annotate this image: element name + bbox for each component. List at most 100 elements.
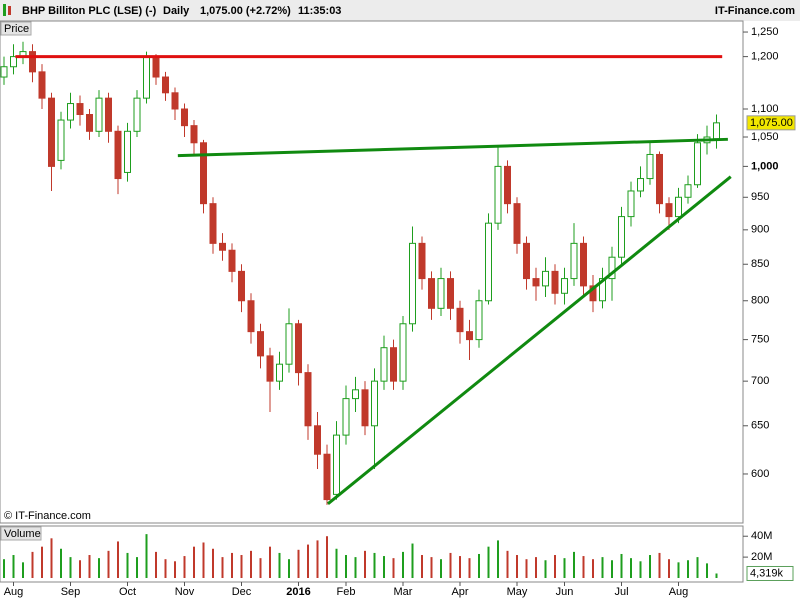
y-tick-label: 750 [751, 334, 769, 346]
candle-body [523, 242, 530, 280]
candle-body [589, 285, 597, 302]
candle-body [513, 203, 521, 244]
volume-bar [554, 555, 556, 578]
candle-body [684, 184, 692, 198]
y-tick-label: 1,000 [751, 160, 779, 172]
candle-body [171, 92, 179, 110]
candle-body [105, 97, 112, 132]
volume-bar [497, 540, 499, 578]
candle-body [143, 56, 150, 99]
candle-body [551, 270, 559, 294]
y-tick-label: 900 [751, 224, 769, 236]
volume-bar [668, 559, 670, 578]
volume-bar [620, 553, 623, 578]
candle-body [219, 242, 226, 251]
x-tick-label: Apr [451, 586, 468, 598]
candle-body [532, 278, 540, 287]
candle-body [428, 278, 435, 309]
volume-bar [611, 560, 613, 578]
panel-label-box [0, 21, 32, 36]
volume-bar [430, 557, 433, 578]
volume-bar [136, 557, 138, 578]
candle-body [181, 108, 188, 127]
last-volume-box [746, 565, 794, 581]
candle-body [238, 270, 245, 302]
volume-bar [164, 559, 167, 578]
volume-bar [421, 555, 423, 578]
candle-body [228, 249, 236, 272]
candle-body [608, 256, 616, 280]
volume-bar [221, 557, 224, 578]
volume-bar [288, 559, 290, 578]
volume-panel [0, 525, 744, 583]
volume-bar [449, 552, 452, 578]
trendline [177, 137, 728, 158]
x-tick-label: Dec [232, 586, 252, 598]
candle-body [713, 122, 720, 140]
volume-bar [193, 546, 195, 578]
candle-body [209, 203, 217, 244]
candle-body [124, 130, 131, 173]
volume-bar [155, 551, 157, 578]
volume-bar [639, 561, 642, 578]
volume-bar [60, 548, 62, 578]
volume-bar [677, 562, 680, 578]
candle-body [447, 278, 454, 309]
volume-bar [22, 562, 24, 578]
candle-body [380, 347, 388, 382]
volume-bar [440, 559, 442, 578]
candle-body [665, 203, 673, 218]
x-tick-label: Nov [175, 586, 195, 598]
source: IT-Finance.com [715, 5, 795, 17]
volume-bar [278, 552, 281, 578]
volume-bar [392, 558, 395, 578]
candle-body [352, 389, 359, 400]
x-tick-label: Aug [4, 586, 24, 598]
interval: Daily [163, 5, 190, 17]
candle-body [285, 323, 293, 365]
candle-body [333, 434, 340, 495]
candle-body [276, 363, 283, 382]
volume-label: Volume [4, 528, 41, 540]
volume-bar [250, 550, 252, 578]
volume-bar [715, 573, 718, 578]
volume-bar [649, 555, 651, 578]
volume-bar [402, 551, 404, 578]
candle-body [627, 190, 635, 218]
candle-body [342, 398, 350, 436]
volume-bar [79, 560, 81, 578]
header-bar [0, 0, 800, 21]
candle-body [437, 278, 445, 309]
volume-bar [383, 556, 385, 578]
volume-bar [563, 558, 566, 578]
volume-bar [50, 538, 53, 578]
candle-body [314, 425, 321, 455]
chart-title: BHP Billiton PLC (LSE) (-) [22, 5, 157, 17]
candle-body [418, 242, 426, 280]
copyright: © IT-Finance.com [4, 510, 91, 522]
volume-bar [259, 558, 262, 578]
volume-bar [516, 555, 518, 578]
x-tick-label: Sep [61, 586, 81, 598]
volume-bar [107, 550, 110, 578]
header-icon [3, 4, 6, 16]
y-tick-label: 1,050 [751, 131, 779, 143]
x-tick-label: Jul [614, 586, 628, 598]
header-icon [8, 6, 11, 15]
candle-body [133, 97, 141, 132]
volume-bar [364, 550, 366, 578]
last-volume-label: 4,319k [750, 567, 784, 579]
candle-body [67, 103, 74, 121]
volume-bar [544, 560, 547, 578]
y-tick-label: 40M [751, 530, 772, 542]
y-tick-label: 600 [751, 468, 769, 480]
price-panel [0, 20, 744, 524]
candle-body [247, 300, 255, 333]
volume-bar [373, 552, 376, 578]
candle-body [646, 153, 654, 180]
candle-body [361, 389, 369, 427]
candle-body [485, 222, 492, 302]
candle-body [570, 242, 578, 280]
y-tick-label: 850 [751, 258, 769, 270]
